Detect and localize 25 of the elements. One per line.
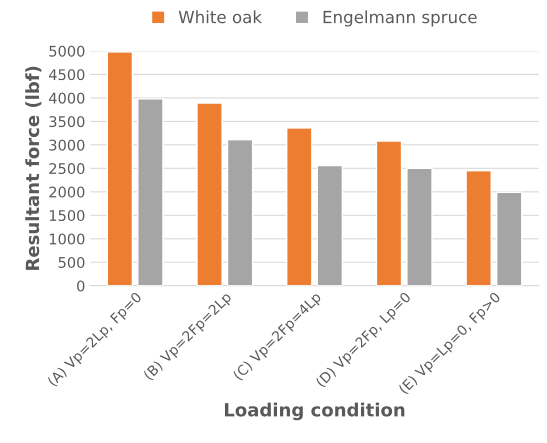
y-tick-label: 4500	[48, 69, 84, 80]
bar	[196, 102, 223, 286]
y-tick-label: 3000	[49, 140, 84, 151]
bar	[376, 140, 402, 286]
y-tick-label: 500	[58, 256, 84, 268]
y-tick-label: 2000	[49, 186, 84, 198]
y-tick-label: 0	[77, 280, 84, 292]
bar	[137, 98, 164, 286]
y-tick-label: 1000	[50, 233, 84, 245]
y-tick-label: 3500	[49, 116, 84, 128]
y-tick-label: 4000	[48, 92, 84, 104]
y-tick-label: 1500	[50, 210, 84, 222]
bar	[316, 164, 344, 286]
y-tick-label: 5000	[49, 46, 84, 57]
x-axis-title: Loading condition	[224, 402, 404, 420]
bar	[465, 170, 492, 286]
legend-label: Engelmann spruce	[324, 10, 477, 27]
bar	[406, 168, 433, 286]
legend-label: White oak	[178, 10, 262, 24]
bar	[226, 139, 254, 286]
bar	[286, 127, 313, 286]
bar	[106, 51, 134, 286]
y-tick-label: 2500	[49, 163, 84, 174]
y-axis-title: Resultant force (lbf)	[25, 66, 42, 270]
bar	[496, 192, 522, 286]
